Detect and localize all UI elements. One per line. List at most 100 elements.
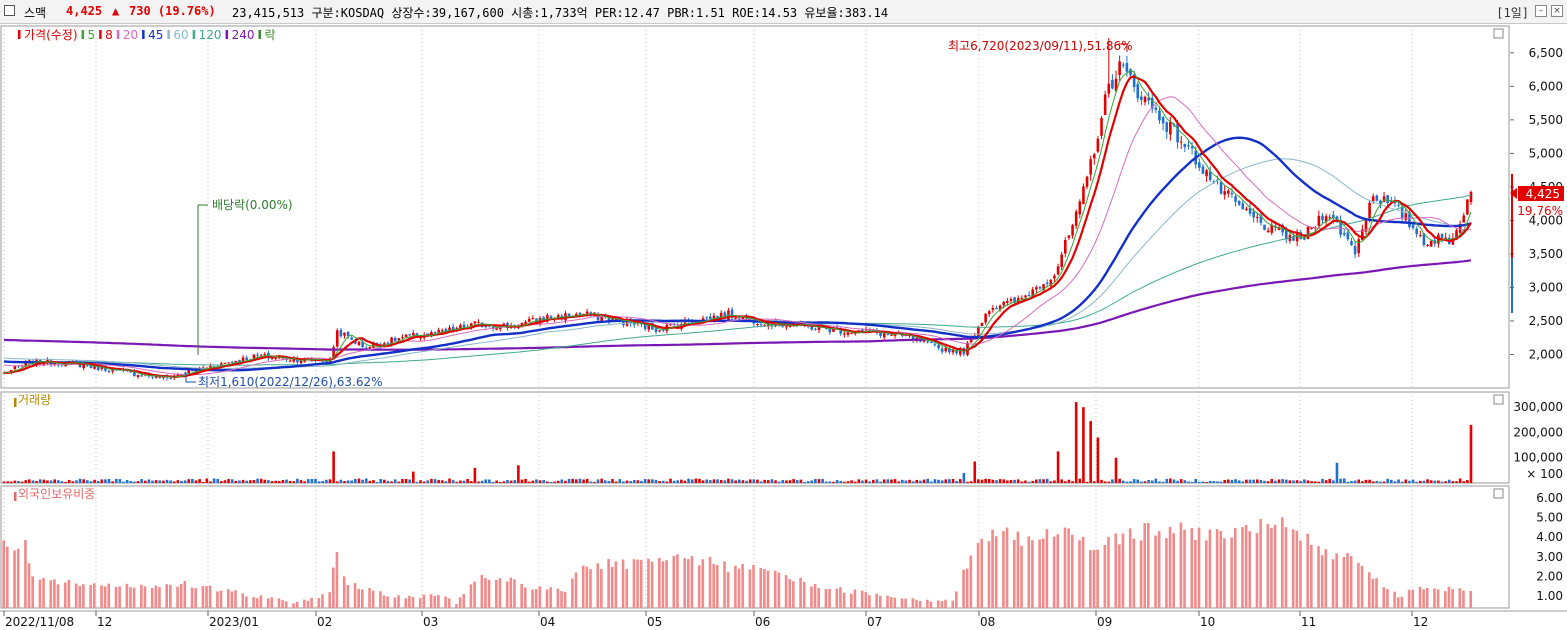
volume-bar: [404, 478, 408, 483]
candle: [1121, 64, 1125, 66]
candle: [1100, 118, 1103, 136]
x-axis-label: 11: [1301, 615, 1316, 629]
foreign-ratio-bar: [1331, 559, 1335, 608]
candle: [495, 328, 498, 330]
volume-bar: [1205, 481, 1208, 483]
volume-bar: [393, 479, 397, 483]
volume-bar: [125, 480, 129, 483]
candle: [1118, 61, 1121, 76]
candle: [346, 331, 350, 337]
foreign-ratio-bar: [1233, 528, 1237, 608]
foreign-ratio-bar: [665, 560, 668, 608]
volume-bar: [249, 480, 252, 483]
foreign-ratio-bar: [534, 589, 538, 608]
foreign-ratio-bar: [1204, 540, 1208, 608]
volume-bar: [542, 480, 546, 483]
candle: [1306, 226, 1310, 239]
minimize-icon[interactable]: –: [1535, 5, 1547, 17]
candle: [408, 334, 411, 336]
foreign-ratio-bar: [734, 565, 737, 608]
volume-bar: [1466, 480, 1469, 483]
volume-bar: [1121, 480, 1125, 483]
legend-swatch: [192, 30, 196, 39]
volume-bar: [1404, 479, 1408, 483]
legend-item: 5: [88, 28, 96, 42]
candle: [1270, 224, 1274, 233]
candle: [426, 333, 430, 336]
volume-bar: [940, 480, 944, 483]
foreign-ratio-bar: [1244, 524, 1248, 608]
foreign-ratio-bar: [1165, 538, 1168, 608]
volume-bar: [1306, 480, 1310, 483]
volume-bar: [335, 481, 339, 483]
foreign-ratio-bar: [165, 584, 168, 608]
stock-name[interactable]: 스맥: [24, 6, 47, 20]
foreign-ratio-bar: [1081, 536, 1085, 608]
foreign-ratio-bar: [1056, 534, 1060, 608]
volume-bar: [752, 479, 756, 483]
volume-bar: [1393, 481, 1397, 483]
volume-bar: [1227, 479, 1230, 483]
foreign-ratio-bar: [484, 578, 487, 608]
volume-bar: [107, 478, 111, 483]
candle: [1024, 295, 1027, 298]
foreign-ratio-bar: [741, 563, 744, 608]
volume-bar: [701, 480, 705, 483]
volume-bar: [1335, 462, 1339, 483]
foreign-ratio-bar: [835, 588, 839, 608]
period-selector[interactable]: [1일]: [1496, 6, 1529, 20]
candle: [1020, 297, 1024, 299]
volume-bar: [1230, 479, 1234, 483]
foreign-axis-label: 3.00: [1536, 550, 1563, 564]
candle: [995, 308, 998, 310]
foreign-ratio-bar: [382, 595, 386, 608]
volume-bar: [1418, 480, 1422, 483]
foreign-ratio-bar: [505, 581, 509, 608]
checkbox-icon[interactable]: [4, 5, 15, 16]
candle: [448, 327, 451, 331]
foreign-ratio-bar: [429, 594, 433, 608]
volume-bar: [122, 481, 125, 483]
volume-bar: [995, 480, 998, 483]
volume-bar: [459, 480, 462, 483]
volume-bar: [1429, 480, 1433, 483]
volume-bar: [1114, 457, 1118, 483]
volume-bar: [962, 472, 966, 483]
candle: [1111, 79, 1114, 89]
candle: [622, 319, 625, 326]
candle: [890, 334, 893, 336]
foreign-ratio-bar: [864, 591, 868, 608]
foreign-ratio-bar: [817, 588, 820, 608]
candle: [1466, 199, 1469, 215]
volume-bar: [625, 480, 629, 483]
volume-bar: [495, 480, 498, 483]
candle: [948, 348, 951, 353]
volume-bar: [1212, 481, 1216, 483]
volume-bar: [1426, 479, 1429, 483]
foreign-ratio-bar: [397, 595, 400, 608]
candle: [1234, 196, 1237, 202]
foreign-ratio-bar: [1259, 519, 1262, 608]
volume-bar: [1274, 480, 1277, 483]
foreign-ratio-bar: [469, 584, 473, 608]
close-icon[interactable]: ×: [1551, 5, 1563, 17]
candle: [1310, 227, 1313, 229]
volume-bar: [951, 478, 955, 483]
candle: [658, 330, 661, 332]
foreign-legend: 외국인보유비중: [18, 487, 95, 501]
candle: [1415, 228, 1418, 235]
foreign-ratio-bar: [860, 590, 864, 608]
candle: [263, 353, 267, 355]
volume-bar: [415, 481, 419, 483]
volume-bar: [310, 478, 314, 483]
volume-bar: [977, 479, 980, 483]
volume-bar: [890, 479, 893, 483]
foreign-ratio-bar: [49, 580, 53, 608]
volume-bar: [1147, 480, 1150, 483]
foreign-ratio-bar: [411, 597, 415, 608]
foreign-ratio-bar: [853, 589, 857, 608]
foreign-ratio-bar: [737, 568, 741, 608]
candle: [183, 373, 187, 375]
volume-bar: [795, 480, 799, 483]
